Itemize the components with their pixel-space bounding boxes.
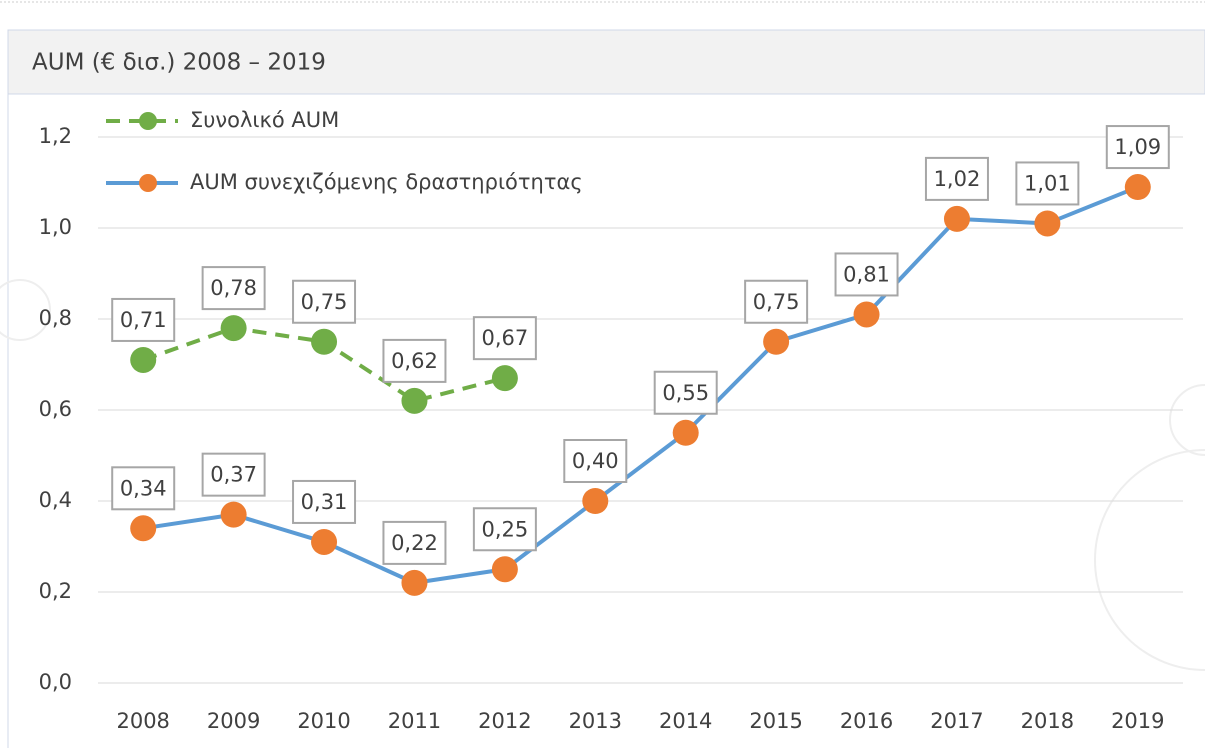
label-box — [292, 279, 357, 324]
data-label: 0,55 — [662, 381, 709, 405]
x-tick-label: 2017 — [930, 709, 983, 733]
y-tick-label: 1,2 — [39, 124, 72, 148]
data-label: 1,01 — [1024, 171, 1071, 195]
label-box — [382, 520, 447, 565]
x-tick-label: 2016 — [840, 709, 893, 733]
data-label: 0,67 — [481, 326, 528, 350]
label-box — [834, 252, 899, 297]
label-box — [924, 156, 989, 201]
data-label: 0,31 — [301, 490, 348, 514]
decoration — [0, 279, 51, 341]
y-tick-label: 0,8 — [39, 306, 72, 330]
data-label: 0,62 — [391, 349, 438, 373]
x-tick-label: 2009 — [207, 709, 260, 733]
label-box — [1015, 161, 1080, 206]
data-label: 0,34 — [120, 476, 167, 500]
y-tick-label: 0,6 — [39, 397, 72, 421]
x-tick-label: 2013 — [569, 709, 622, 733]
x-tick-label: 2012 — [478, 709, 531, 733]
x-tick-label: 2011 — [388, 709, 441, 733]
data-point — [311, 528, 338, 555]
label-box — [292, 479, 357, 524]
data-point — [763, 328, 790, 355]
label-box — [1105, 125, 1170, 170]
y-tick-label: 1,0 — [39, 215, 72, 239]
data-point — [1124, 174, 1151, 201]
data-label: 0,75 — [301, 290, 348, 314]
label-box — [744, 279, 809, 324]
y-tick-label: 0,2 — [39, 579, 72, 603]
legend-marker — [139, 112, 157, 130]
x-tick-label: 2010 — [297, 709, 350, 733]
decoration — [1094, 449, 1205, 671]
data-label: 0,78 — [210, 276, 257, 300]
data-label: 0,22 — [391, 531, 438, 555]
data-point — [582, 488, 609, 514]
data-label: 0,25 — [481, 517, 528, 541]
legend-label: AUM συνεχιζόμενης δραστηριότητας — [190, 170, 583, 194]
series-line — [142, 185, 1139, 585]
x-tick-label: 2008 — [116, 709, 169, 733]
label-box — [201, 452, 266, 497]
data-point — [130, 346, 157, 373]
label-box — [563, 439, 628, 483]
label-box — [111, 466, 176, 511]
data-label: 1,02 — [934, 167, 981, 191]
data-point — [491, 365, 518, 392]
data-point — [853, 301, 880, 328]
decoration — [1169, 384, 1205, 456]
y-tick-label: 0,4 — [39, 488, 72, 512]
data-point — [220, 501, 247, 528]
data-point — [130, 515, 157, 542]
x-tick-label: 2018 — [1021, 709, 1074, 733]
data-point — [943, 205, 970, 232]
x-tick-label: 2015 — [749, 709, 802, 733]
data-point — [311, 328, 338, 355]
y-tick-label: 0,0 — [39, 670, 72, 694]
label-box — [111, 297, 176, 342]
data-label: 1,09 — [1114, 135, 1161, 159]
data-point — [491, 556, 518, 583]
data-label: 0,71 — [120, 308, 167, 332]
data-point — [220, 315, 247, 342]
label-box — [472, 316, 537, 361]
label-box — [201, 266, 266, 311]
label-box — [653, 370, 718, 415]
data-label: 0,81 — [843, 262, 890, 286]
data-point — [672, 419, 699, 446]
title-bar — [7, 29, 1205, 95]
data-label: 0,37 — [210, 463, 257, 487]
data-point — [401, 387, 428, 414]
data-point — [401, 569, 428, 596]
x-tick-label: 2019 — [1111, 709, 1164, 733]
x-tick-label: 2014 — [659, 709, 712, 733]
legend-marker — [139, 174, 157, 192]
data-label: 0,75 — [753, 290, 800, 314]
data-point — [1034, 210, 1061, 237]
data-label: 0,40 — [572, 449, 619, 473]
chart-title: AUM (€ δισ.) 2008 – 2019 — [32, 50, 326, 76]
legend-label: Συνολικό AUM — [190, 108, 339, 132]
label-box — [382, 338, 447, 383]
label-box — [472, 507, 537, 552]
